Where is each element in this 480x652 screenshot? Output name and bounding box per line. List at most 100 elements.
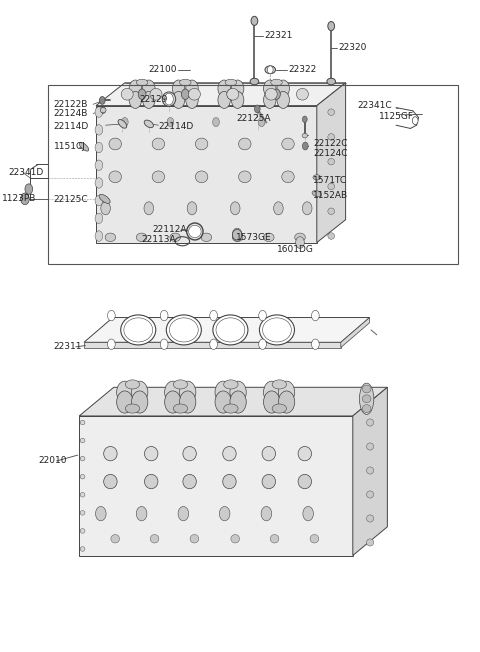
- Ellipse shape: [136, 80, 148, 86]
- Text: 22122B: 22122B: [54, 100, 88, 109]
- Ellipse shape: [224, 404, 238, 413]
- Circle shape: [259, 339, 266, 349]
- Text: 22010: 22010: [38, 456, 67, 466]
- Circle shape: [312, 339, 319, 349]
- Circle shape: [312, 310, 319, 321]
- Circle shape: [213, 117, 219, 126]
- Ellipse shape: [109, 171, 121, 183]
- Ellipse shape: [367, 515, 373, 522]
- Ellipse shape: [282, 171, 294, 183]
- Ellipse shape: [231, 535, 240, 543]
- Circle shape: [95, 178, 103, 188]
- Text: 22321: 22321: [264, 31, 292, 40]
- Ellipse shape: [260, 315, 295, 345]
- Circle shape: [160, 310, 168, 321]
- Ellipse shape: [223, 475, 236, 489]
- Circle shape: [180, 391, 196, 413]
- Ellipse shape: [232, 233, 243, 241]
- Circle shape: [412, 117, 418, 125]
- Ellipse shape: [367, 419, 373, 426]
- Circle shape: [95, 125, 103, 135]
- Ellipse shape: [80, 456, 85, 461]
- Ellipse shape: [227, 88, 239, 100]
- Ellipse shape: [265, 66, 276, 74]
- Circle shape: [95, 160, 103, 170]
- Circle shape: [165, 381, 181, 404]
- Ellipse shape: [166, 315, 202, 345]
- Circle shape: [278, 391, 295, 413]
- Text: 22311: 22311: [54, 342, 82, 351]
- Ellipse shape: [118, 119, 127, 128]
- Ellipse shape: [328, 208, 335, 215]
- Circle shape: [180, 381, 196, 404]
- Ellipse shape: [100, 108, 106, 113]
- Ellipse shape: [296, 88, 308, 100]
- Circle shape: [132, 381, 148, 404]
- Circle shape: [230, 391, 246, 413]
- Text: 22125C: 22125C: [54, 195, 88, 204]
- Circle shape: [160, 339, 168, 349]
- Circle shape: [187, 202, 197, 215]
- Ellipse shape: [328, 134, 335, 140]
- Ellipse shape: [104, 447, 117, 461]
- Text: 22129: 22129: [139, 95, 168, 104]
- Polygon shape: [96, 83, 346, 106]
- Text: 22114D: 22114D: [158, 122, 193, 131]
- Ellipse shape: [295, 233, 305, 241]
- Text: 1123PB: 1123PB: [2, 194, 37, 203]
- Ellipse shape: [310, 535, 319, 543]
- Ellipse shape: [328, 233, 335, 239]
- Circle shape: [132, 391, 148, 413]
- Circle shape: [172, 80, 185, 97]
- Ellipse shape: [195, 138, 208, 150]
- Polygon shape: [317, 83, 346, 243]
- Circle shape: [95, 142, 103, 153]
- Circle shape: [101, 107, 106, 113]
- Ellipse shape: [173, 380, 188, 389]
- Ellipse shape: [328, 183, 335, 190]
- Circle shape: [165, 391, 181, 413]
- Circle shape: [117, 391, 133, 413]
- Circle shape: [232, 228, 242, 241]
- Ellipse shape: [162, 92, 176, 106]
- Circle shape: [264, 391, 280, 413]
- Ellipse shape: [80, 492, 85, 497]
- Polygon shape: [353, 387, 387, 556]
- Circle shape: [101, 202, 110, 215]
- Circle shape: [95, 213, 103, 224]
- Circle shape: [167, 117, 174, 126]
- Circle shape: [172, 91, 185, 108]
- Ellipse shape: [265, 88, 277, 100]
- Circle shape: [99, 96, 105, 104]
- Bar: [48, 85, 458, 264]
- Ellipse shape: [223, 447, 236, 461]
- Ellipse shape: [80, 529, 85, 533]
- Circle shape: [277, 91, 289, 108]
- Circle shape: [117, 381, 133, 404]
- Circle shape: [186, 80, 198, 97]
- Circle shape: [108, 339, 115, 349]
- Text: 22125A: 22125A: [236, 114, 271, 123]
- Ellipse shape: [104, 475, 117, 489]
- Ellipse shape: [362, 395, 371, 403]
- Text: 22114D: 22114D: [54, 122, 89, 131]
- Ellipse shape: [302, 133, 307, 138]
- Circle shape: [302, 142, 308, 150]
- Circle shape: [95, 107, 103, 117]
- Circle shape: [129, 80, 142, 97]
- Ellipse shape: [136, 233, 147, 241]
- Circle shape: [264, 381, 280, 404]
- Ellipse shape: [367, 467, 373, 474]
- Circle shape: [143, 80, 155, 97]
- Text: 22122C: 22122C: [313, 139, 348, 148]
- Ellipse shape: [213, 315, 248, 345]
- Text: 1571TC: 1571TC: [313, 176, 347, 185]
- Polygon shape: [96, 106, 317, 243]
- Circle shape: [231, 80, 244, 97]
- Circle shape: [108, 310, 115, 321]
- Ellipse shape: [150, 88, 162, 100]
- Circle shape: [218, 80, 230, 97]
- Ellipse shape: [144, 447, 158, 461]
- Polygon shape: [79, 387, 387, 416]
- Text: 1573GE: 1573GE: [236, 233, 272, 242]
